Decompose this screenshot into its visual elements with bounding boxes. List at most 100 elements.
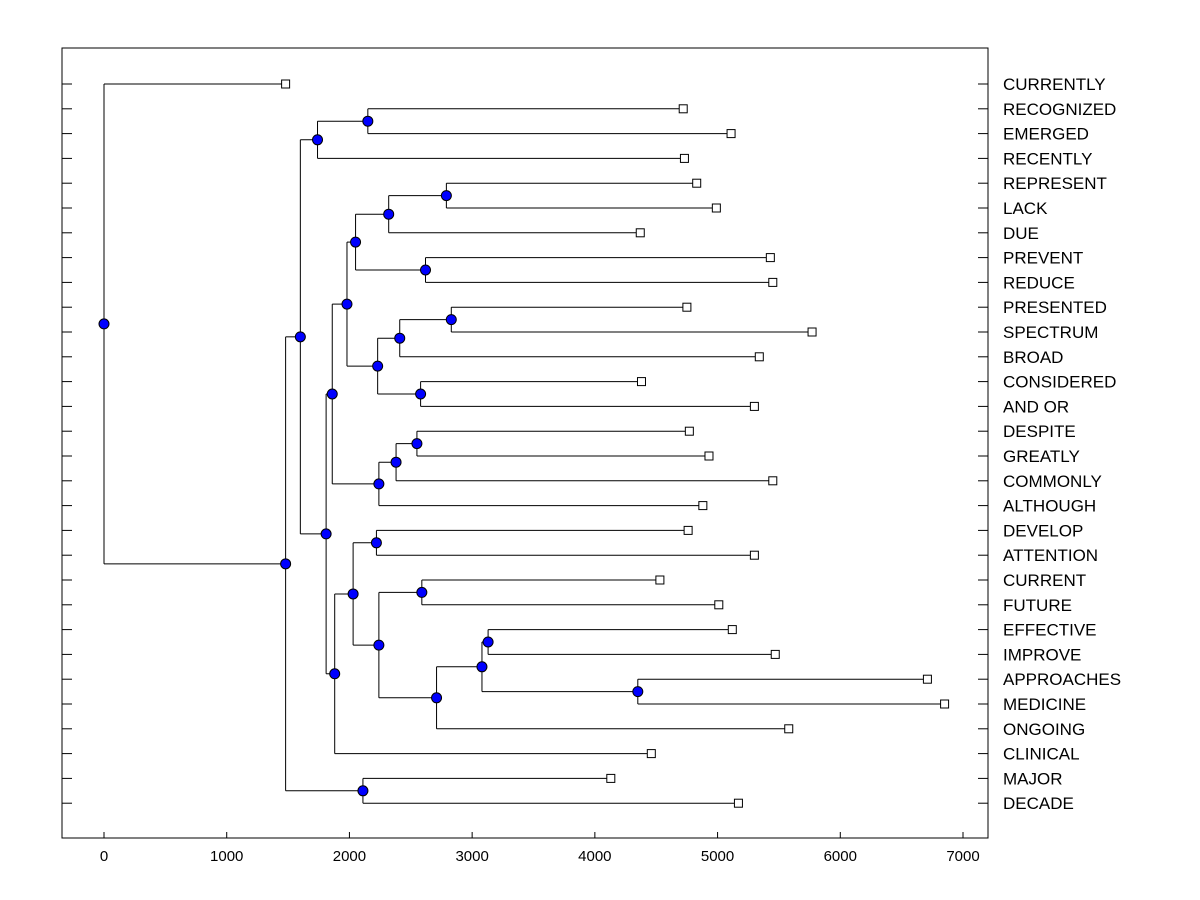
- merge-node-n23: [347, 588, 359, 600]
- x-axis: 0 1000 2000 3000 4000 5000 6000 7000: [100, 832, 980, 865]
- merge-node-n1: [362, 115, 374, 127]
- leaf-label-current: CURRENT: [1003, 571, 1086, 590]
- merge-node-n19: [632, 686, 644, 698]
- leaf-label-major: MAJOR: [1003, 769, 1063, 788]
- leaf-label-recognized: RECOGNIZED: [1003, 100, 1116, 119]
- merge-node-n18: [482, 636, 494, 648]
- leaf-label-represent: REPRESENT: [1003, 174, 1107, 193]
- x-tick-label-3000: 3000: [455, 848, 488, 865]
- leaf-label-currently: CURRENTLY: [1003, 75, 1106, 94]
- merge-node-n4: [383, 208, 395, 220]
- leaf-marker-considered: [636, 377, 646, 387]
- leaf-marker-greatly: [704, 451, 714, 461]
- leaf-marker-prevent: [765, 253, 775, 263]
- merge-node-n11: [341, 298, 353, 310]
- leaf-label-due: DUE: [1003, 224, 1039, 243]
- merge-node-n15: [326, 388, 338, 400]
- x-tick-label-4000: 4000: [578, 848, 611, 865]
- x-tick-label-0: 0: [100, 848, 108, 865]
- merge-node-n3: [440, 190, 452, 202]
- leaf-marker-commonly: [768, 476, 778, 486]
- merge-node-n12: [411, 438, 423, 450]
- leaf-label-considered: CONSIDERED: [1003, 373, 1116, 392]
- leaf-marker-improve: [770, 649, 780, 659]
- merge-node-n25: [320, 528, 332, 540]
- merge-node-n16: [370, 537, 382, 549]
- leaf-label-clinical: CLINICAL: [1003, 745, 1080, 764]
- leaf-label-commonly: COMMONLY: [1003, 472, 1102, 491]
- leaf-labels: CURRENTLY RECOGNIZED EMERGED RECENTLY REPRES…: [1003, 75, 1121, 813]
- merge-node-n13: [390, 456, 402, 468]
- leaf-marker-despite: [684, 426, 694, 436]
- leaf-marker-lack: [711, 203, 721, 213]
- leaf-marker-broad: [754, 352, 764, 362]
- leaf-marker-effective: [727, 625, 737, 635]
- leaf-label-emerged: EMERGED: [1003, 125, 1089, 144]
- x-tick-label-5000: 5000: [701, 848, 734, 865]
- leaf-markers: [281, 79, 950, 808]
- merge-node-n5: [420, 264, 432, 276]
- leaf-marker-presented: [682, 302, 692, 312]
- leaf-label-develop: DEVELOP: [1003, 521, 1083, 540]
- leaf-marker-ongoing: [784, 724, 794, 734]
- leaf-marker-clinical: [646, 749, 656, 759]
- leaf-label-despite: DESPITE: [1003, 422, 1076, 441]
- leaf-label-improve: IMPROVE: [1003, 645, 1081, 664]
- merge-node-n7: [445, 314, 457, 326]
- dendrogram-links: [103, 83, 945, 804]
- merge-node-n27: [357, 785, 369, 797]
- leaf-marker-attention: [749, 550, 759, 560]
- merge-node-n21: [431, 692, 443, 704]
- leaf-label-prevent: PREVENT: [1003, 249, 1083, 268]
- leaf-marker-spectrum: [807, 327, 817, 337]
- leaf-label-decade: DECADE: [1003, 794, 1074, 813]
- merge-node-n22: [373, 639, 385, 651]
- leaf-marker-emerged: [726, 129, 736, 139]
- leaf-marker-major: [606, 773, 616, 783]
- leaf-marker-recently: [679, 153, 689, 163]
- x-tick-label-2000: 2000: [333, 848, 366, 865]
- merge-node-n20: [476, 661, 488, 673]
- leaf-marker-current: [655, 575, 665, 585]
- leaf-marker-currently: [281, 79, 291, 89]
- leaf-label-presented: PRESENTED: [1003, 298, 1107, 317]
- leaf-marker-due: [635, 228, 645, 238]
- merge-node-n28: [280, 558, 292, 570]
- merge-node-n2: [312, 134, 324, 146]
- leaf-label-recently: RECENTLY: [1003, 149, 1092, 168]
- leaf-marker-represent: [692, 178, 702, 188]
- leaf-label-although: ALTHOUGH: [1003, 497, 1096, 516]
- leaf-marker-and-or: [749, 401, 759, 411]
- plot-frame: [61, 47, 989, 839]
- merge-node-n24: [329, 668, 341, 680]
- merge-node-n14: [373, 478, 385, 490]
- leaf-marker-future: [714, 600, 724, 610]
- x-tick-label-6000: 6000: [824, 848, 857, 865]
- merge-nodes: [98, 115, 644, 797]
- leaf-label-ongoing: ONGOING: [1003, 720, 1085, 739]
- merge-node-n9: [415, 388, 427, 400]
- merge-node-n17: [416, 586, 428, 598]
- leaf-marker-medicine: [940, 699, 950, 709]
- leaf-label-greatly: GREATLY: [1003, 447, 1080, 466]
- leaf-label-attention: ATTENTION: [1003, 546, 1098, 565]
- leaf-marker-although: [698, 501, 708, 511]
- leaf-marker-approaches: [922, 674, 932, 684]
- merge-node-n8: [394, 332, 406, 344]
- leaf-marker-reduce: [768, 277, 778, 287]
- leaf-marker-develop: [683, 525, 693, 535]
- merge-node-n6: [350, 236, 362, 248]
- leaf-label-effective: EFFECTIVE: [1003, 621, 1097, 640]
- leaf-label-future: FUTURE: [1003, 596, 1072, 615]
- leaf-label-lack: LACK: [1003, 199, 1048, 218]
- leaf-label-and-or: AND OR: [1003, 397, 1069, 416]
- leaf-label-reduce: REDUCE: [1003, 273, 1075, 292]
- leaf-label-broad: BROAD: [1003, 348, 1063, 367]
- merge-node-n26: [294, 331, 306, 343]
- merge-node-n29: [98, 318, 110, 330]
- leaf-marker-decade: [733, 798, 743, 808]
- x-tick-label-7000: 7000: [946, 848, 979, 865]
- leaf-label-spectrum: SPECTRUM: [1003, 323, 1098, 342]
